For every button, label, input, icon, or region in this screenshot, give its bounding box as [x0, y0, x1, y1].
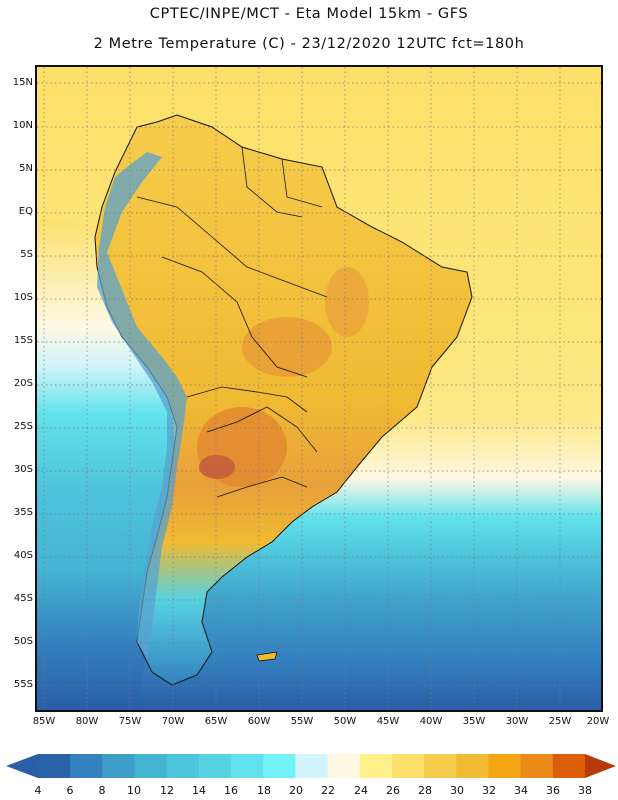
- colorbar-label-34: 34: [514, 784, 528, 797]
- colorbar-label-36: 36: [546, 784, 560, 797]
- colorbar-swatch: [552, 754, 586, 778]
- colorbar-swatch: [424, 754, 457, 778]
- colorbar-swatch: [295, 754, 329, 778]
- map-canvas: [37, 67, 601, 710]
- hot-region-argentina-north: [199, 455, 235, 479]
- colorbar-label-8: 8: [98, 784, 106, 797]
- hot-region-central-brazil: [242, 317, 332, 377]
- colorbar-swatch: [198, 754, 232, 778]
- lat-label-35s: 35S: [13, 507, 33, 518]
- lon-label-25w: 25W: [548, 716, 572, 727]
- lat-label-25s: 25S: [13, 421, 33, 432]
- colorbar-swatch: [38, 754, 71, 778]
- lat-label-10s: 10S: [13, 292, 33, 303]
- graticule: [37, 67, 601, 710]
- lat-label-eq: EQ: [18, 206, 33, 217]
- lon-label-40w: 40W: [419, 716, 443, 727]
- map-subtitle: 2 Metre Temperature (C) - 23/12/2020 12U…: [93, 36, 525, 52]
- lon-label-30w: 30W: [505, 716, 529, 727]
- colorbar-swatch: [520, 754, 554, 778]
- lon-label-35w: 35W: [462, 716, 486, 727]
- colorbar-swatch: [327, 754, 361, 778]
- colorbar-label-18: 18: [257, 784, 271, 797]
- lon-label-20w: 20W: [586, 716, 610, 727]
- lon-label-55w: 55W: [290, 716, 314, 727]
- andes-cold-strip: [97, 152, 187, 657]
- lat-label-45s: 45S: [13, 593, 33, 604]
- colorbar-swatch: [391, 754, 425, 778]
- colorbar-swatch: [70, 754, 103, 778]
- colorbar-label-30: 30: [450, 784, 464, 797]
- colorbar-label-12: 12: [160, 784, 174, 797]
- colorbar-label-32: 32: [482, 784, 496, 797]
- lon-label-80w: 80W: [75, 716, 99, 727]
- colorbar-swatch: [231, 754, 264, 778]
- lon-label-50w: 50W: [333, 716, 357, 727]
- lat-label-30s: 30S: [13, 464, 33, 475]
- colorbar-label-16: 16: [224, 784, 238, 797]
- colorbar-swatches: [38, 754, 586, 778]
- colorbar-label-10: 10: [127, 784, 141, 797]
- colorbar-label-38: 38: [578, 784, 592, 797]
- colorbar-swatch: [134, 754, 168, 778]
- lat-label-55s: 55S: [13, 679, 33, 690]
- colorbar-swatch: [166, 754, 200, 778]
- colorbar-swatch: [263, 754, 296, 778]
- lat-label-40s: 40S: [13, 550, 33, 561]
- falkland-islands: [256, 651, 278, 662]
- colorbar-label-14: 14: [192, 784, 206, 797]
- colorbar-label-28: 28: [418, 784, 432, 797]
- colorbar-below-arrow: [6, 754, 38, 778]
- lon-label-70w: 70W: [161, 716, 185, 727]
- temperature-colorbar: [6, 754, 616, 778]
- lat-label-50s: 50S: [13, 636, 33, 647]
- colorbar-swatch: [102, 754, 136, 778]
- lat-label-15s: 15S: [13, 335, 33, 346]
- colorbar-label-22: 22: [321, 784, 335, 797]
- lon-label-75w: 75W: [118, 716, 142, 727]
- colorbar-swatch: [488, 754, 522, 778]
- colorbar-above-arrow: [585, 754, 616, 778]
- lat-label-5s: 5S: [20, 249, 33, 260]
- lat-label-20s: 20S: [13, 378, 33, 389]
- lat-label-15n: 15N: [12, 77, 33, 88]
- lon-label-60w: 60W: [247, 716, 271, 727]
- country-borders: [136, 146, 328, 498]
- colorbar-label-26: 26: [386, 784, 400, 797]
- colorbar-label-4: 4: [34, 784, 42, 797]
- colorbar-swatch: [456, 754, 489, 778]
- lat-label-5n: 5N: [19, 163, 33, 174]
- colorbar-label-20: 20: [289, 784, 303, 797]
- lon-label-45w: 45W: [376, 716, 400, 727]
- colorbar-label-6: 6: [66, 784, 74, 797]
- map-title: CPTEC/INPE/MCT - Eta Model 15km - GFS: [149, 6, 469, 22]
- colorbar-swatch: [359, 754, 393, 778]
- lon-label-65w: 65W: [204, 716, 228, 727]
- temperature-map: [35, 65, 603, 712]
- hot-region-bahia: [325, 267, 369, 337]
- lat-label-10n: 10N: [12, 120, 33, 131]
- colorbar-label-24: 24: [354, 784, 368, 797]
- lon-label-85w: 85W: [32, 716, 56, 727]
